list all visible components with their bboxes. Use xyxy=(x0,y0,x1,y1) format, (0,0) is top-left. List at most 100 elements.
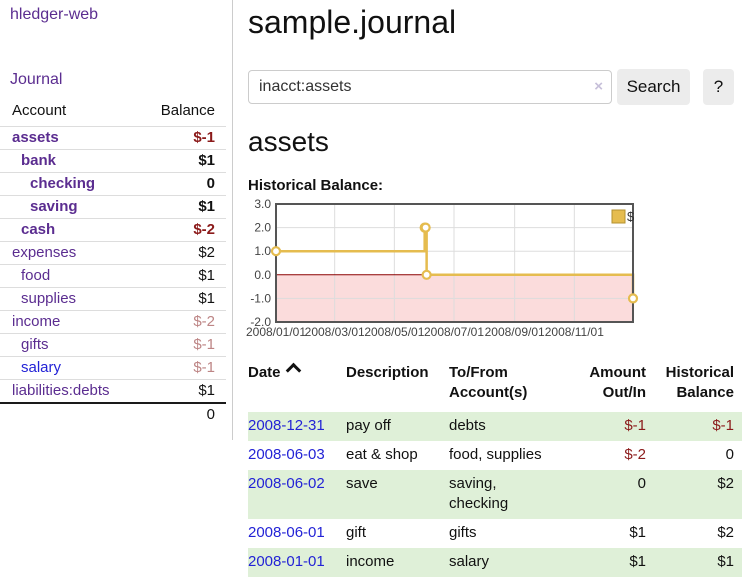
account-balance: $-1 xyxy=(141,356,226,380)
account-row: gifts $-1 xyxy=(0,333,226,357)
search-button[interactable]: Search xyxy=(617,69,690,105)
sort-ascending-icon xyxy=(285,362,301,379)
sidebar: hledger-web Journal Account Balance asse… xyxy=(0,0,233,440)
account-link-gifts[interactable]: gifts xyxy=(21,336,49,353)
register-description: pay off xyxy=(346,417,391,434)
account-link-bank[interactable]: bank xyxy=(21,152,57,169)
register-balance: $2 xyxy=(717,524,734,541)
account-name-cell: cash xyxy=(0,218,142,242)
register-date-cell: 2008-06-02 xyxy=(248,470,346,519)
data-point-marker xyxy=(270,246,282,257)
y-axis-tick-label: -2.0 xyxy=(250,315,271,329)
register-date-link[interactable]: 2008-06-03 xyxy=(248,446,325,463)
data-point-marker xyxy=(421,269,432,280)
register-accounts: food, supplies xyxy=(449,446,542,463)
register-date-cell: 2008-06-03 xyxy=(248,441,346,470)
account-row: cash $-2 xyxy=(0,218,226,242)
x-axis-tick-label: 2008/05/01 xyxy=(364,325,424,339)
accounts-header-account: Account xyxy=(12,102,67,119)
data-point-marker xyxy=(420,222,431,233)
account-row: food $1 xyxy=(0,264,226,288)
help-button[interactable]: ? xyxy=(703,69,734,105)
legend-label: $ xyxy=(627,209,635,224)
account-balance: $-1 xyxy=(141,126,226,150)
accounts-total-spacer xyxy=(0,402,142,426)
account-name-cell: liabilities:debts xyxy=(0,379,142,403)
register-date-link[interactable]: 2008-06-01 xyxy=(248,524,325,541)
register-row: 2008-06-01 gift gifts $1 $2 xyxy=(248,519,742,548)
register-date-cell: 2008-12-31 xyxy=(248,412,346,441)
account-name-cell: supplies xyxy=(0,287,142,311)
account-balance: $1 xyxy=(141,287,226,311)
account-row: checking 0 xyxy=(0,172,226,196)
account-name-cell: income xyxy=(0,310,142,334)
register-date-link[interactable]: 2008-06-02 xyxy=(248,475,325,492)
clear-search-icon[interactable]: × xyxy=(594,78,603,95)
register-amount: 0 xyxy=(637,475,646,492)
account-balance: $-1 xyxy=(141,333,226,357)
register-balance: 0 xyxy=(725,446,734,463)
x-axis-tick-label: 2008/11/01 xyxy=(545,325,604,339)
account-link-income[interactable]: income xyxy=(12,313,61,330)
account-name-cell: saving xyxy=(0,195,142,219)
nav-journal-link[interactable]: Journal xyxy=(10,71,63,88)
account-row: income $-2 xyxy=(0,310,226,334)
account-link-cash[interactable]: cash xyxy=(21,221,56,238)
account-balance: $-2 xyxy=(141,218,226,242)
register-accounts: gifts xyxy=(449,524,477,541)
account-heading: assets xyxy=(248,126,329,157)
account-link-assets[interactable]: assets xyxy=(12,129,59,146)
register-date-cell: 2008-06-01 xyxy=(248,519,346,548)
account-balance: $1 xyxy=(141,264,226,288)
register-row: 2008-06-03 eat & shop food, supplies $-2 0 xyxy=(248,441,742,470)
account-balance: $1 xyxy=(141,379,226,403)
register-date-link[interactable]: 2008-01-01 xyxy=(248,553,325,570)
y-axis-tick-label: 2.0 xyxy=(254,221,271,235)
register-amount: $1 xyxy=(629,553,646,570)
register-header-accounts: To/From Account(s) xyxy=(449,364,528,401)
account-row: expenses $2 xyxy=(0,241,226,265)
register-row: 2008-12-31 pay off debts $-1 $-1 xyxy=(248,412,742,441)
register-date-link[interactable]: 2008-12-31 xyxy=(248,417,325,434)
account-link-checking[interactable]: checking xyxy=(30,175,96,192)
y-axis-tick-label: 0.0 xyxy=(254,268,271,282)
search-input[interactable] xyxy=(248,70,612,104)
register-header-date[interactable]: Date xyxy=(248,362,346,412)
register-header-date-label: Date xyxy=(248,364,281,381)
register-description: save xyxy=(346,475,378,492)
register-amount: $1 xyxy=(629,524,646,541)
account-name-cell: food xyxy=(0,264,142,288)
register-row: 2008-01-01 income salary $1 $1 xyxy=(248,548,742,577)
main-content: sample.journal × Search ? assets Histori… xyxy=(246,0,742,577)
account-row: liabilities:debts $1 xyxy=(0,379,226,403)
register-balance: $2 xyxy=(717,475,734,492)
account-row: salary $-1 xyxy=(0,356,226,380)
account-link-salary[interactable]: salary xyxy=(21,359,62,376)
accounts-table-header: Account Balance xyxy=(0,99,226,127)
account-row: assets $-1 xyxy=(0,126,226,150)
x-axis-tick-label: 2008/09/01 xyxy=(485,325,545,339)
account-link-supplies[interactable]: supplies xyxy=(21,290,77,307)
register-header-balance: Historical Balance xyxy=(665,364,734,401)
account-row: bank $1 xyxy=(0,149,226,173)
brand-link[interactable]: hledger-web xyxy=(10,6,99,23)
account-link-saving[interactable]: saving xyxy=(30,198,78,215)
chart-canvas: $3.0 2.0 1.0 0.0 -1.0 -2.02008/01/012008/03/0… xyxy=(246,197,639,339)
chart-border xyxy=(275,203,634,323)
register-description: income xyxy=(346,553,395,570)
page-title: sample.journal xyxy=(248,4,457,40)
accounts-total-row: 0 xyxy=(0,402,226,426)
data-point-marker xyxy=(627,293,639,304)
account-name-cell: expenses xyxy=(0,241,142,265)
account-link-liabilities-debts[interactable]: liabilities:debts xyxy=(12,382,110,399)
account-link-food[interactable]: food xyxy=(21,267,51,284)
account-link-expenses[interactable]: expenses xyxy=(12,244,77,261)
account-balance: $1 xyxy=(141,149,226,173)
accounts-table: Account Balance assets $-1 bank $1 checking 0… xyxy=(0,99,226,426)
x-axis-tick-label: 2008/01/01 xyxy=(246,325,306,339)
register-accounts: debts xyxy=(449,417,486,434)
account-balance: $-2 xyxy=(141,310,226,334)
register-header-description: Description xyxy=(346,364,429,381)
register-amount: $-1 xyxy=(624,417,646,434)
register-date-cell: 2008-01-01 xyxy=(248,548,346,577)
